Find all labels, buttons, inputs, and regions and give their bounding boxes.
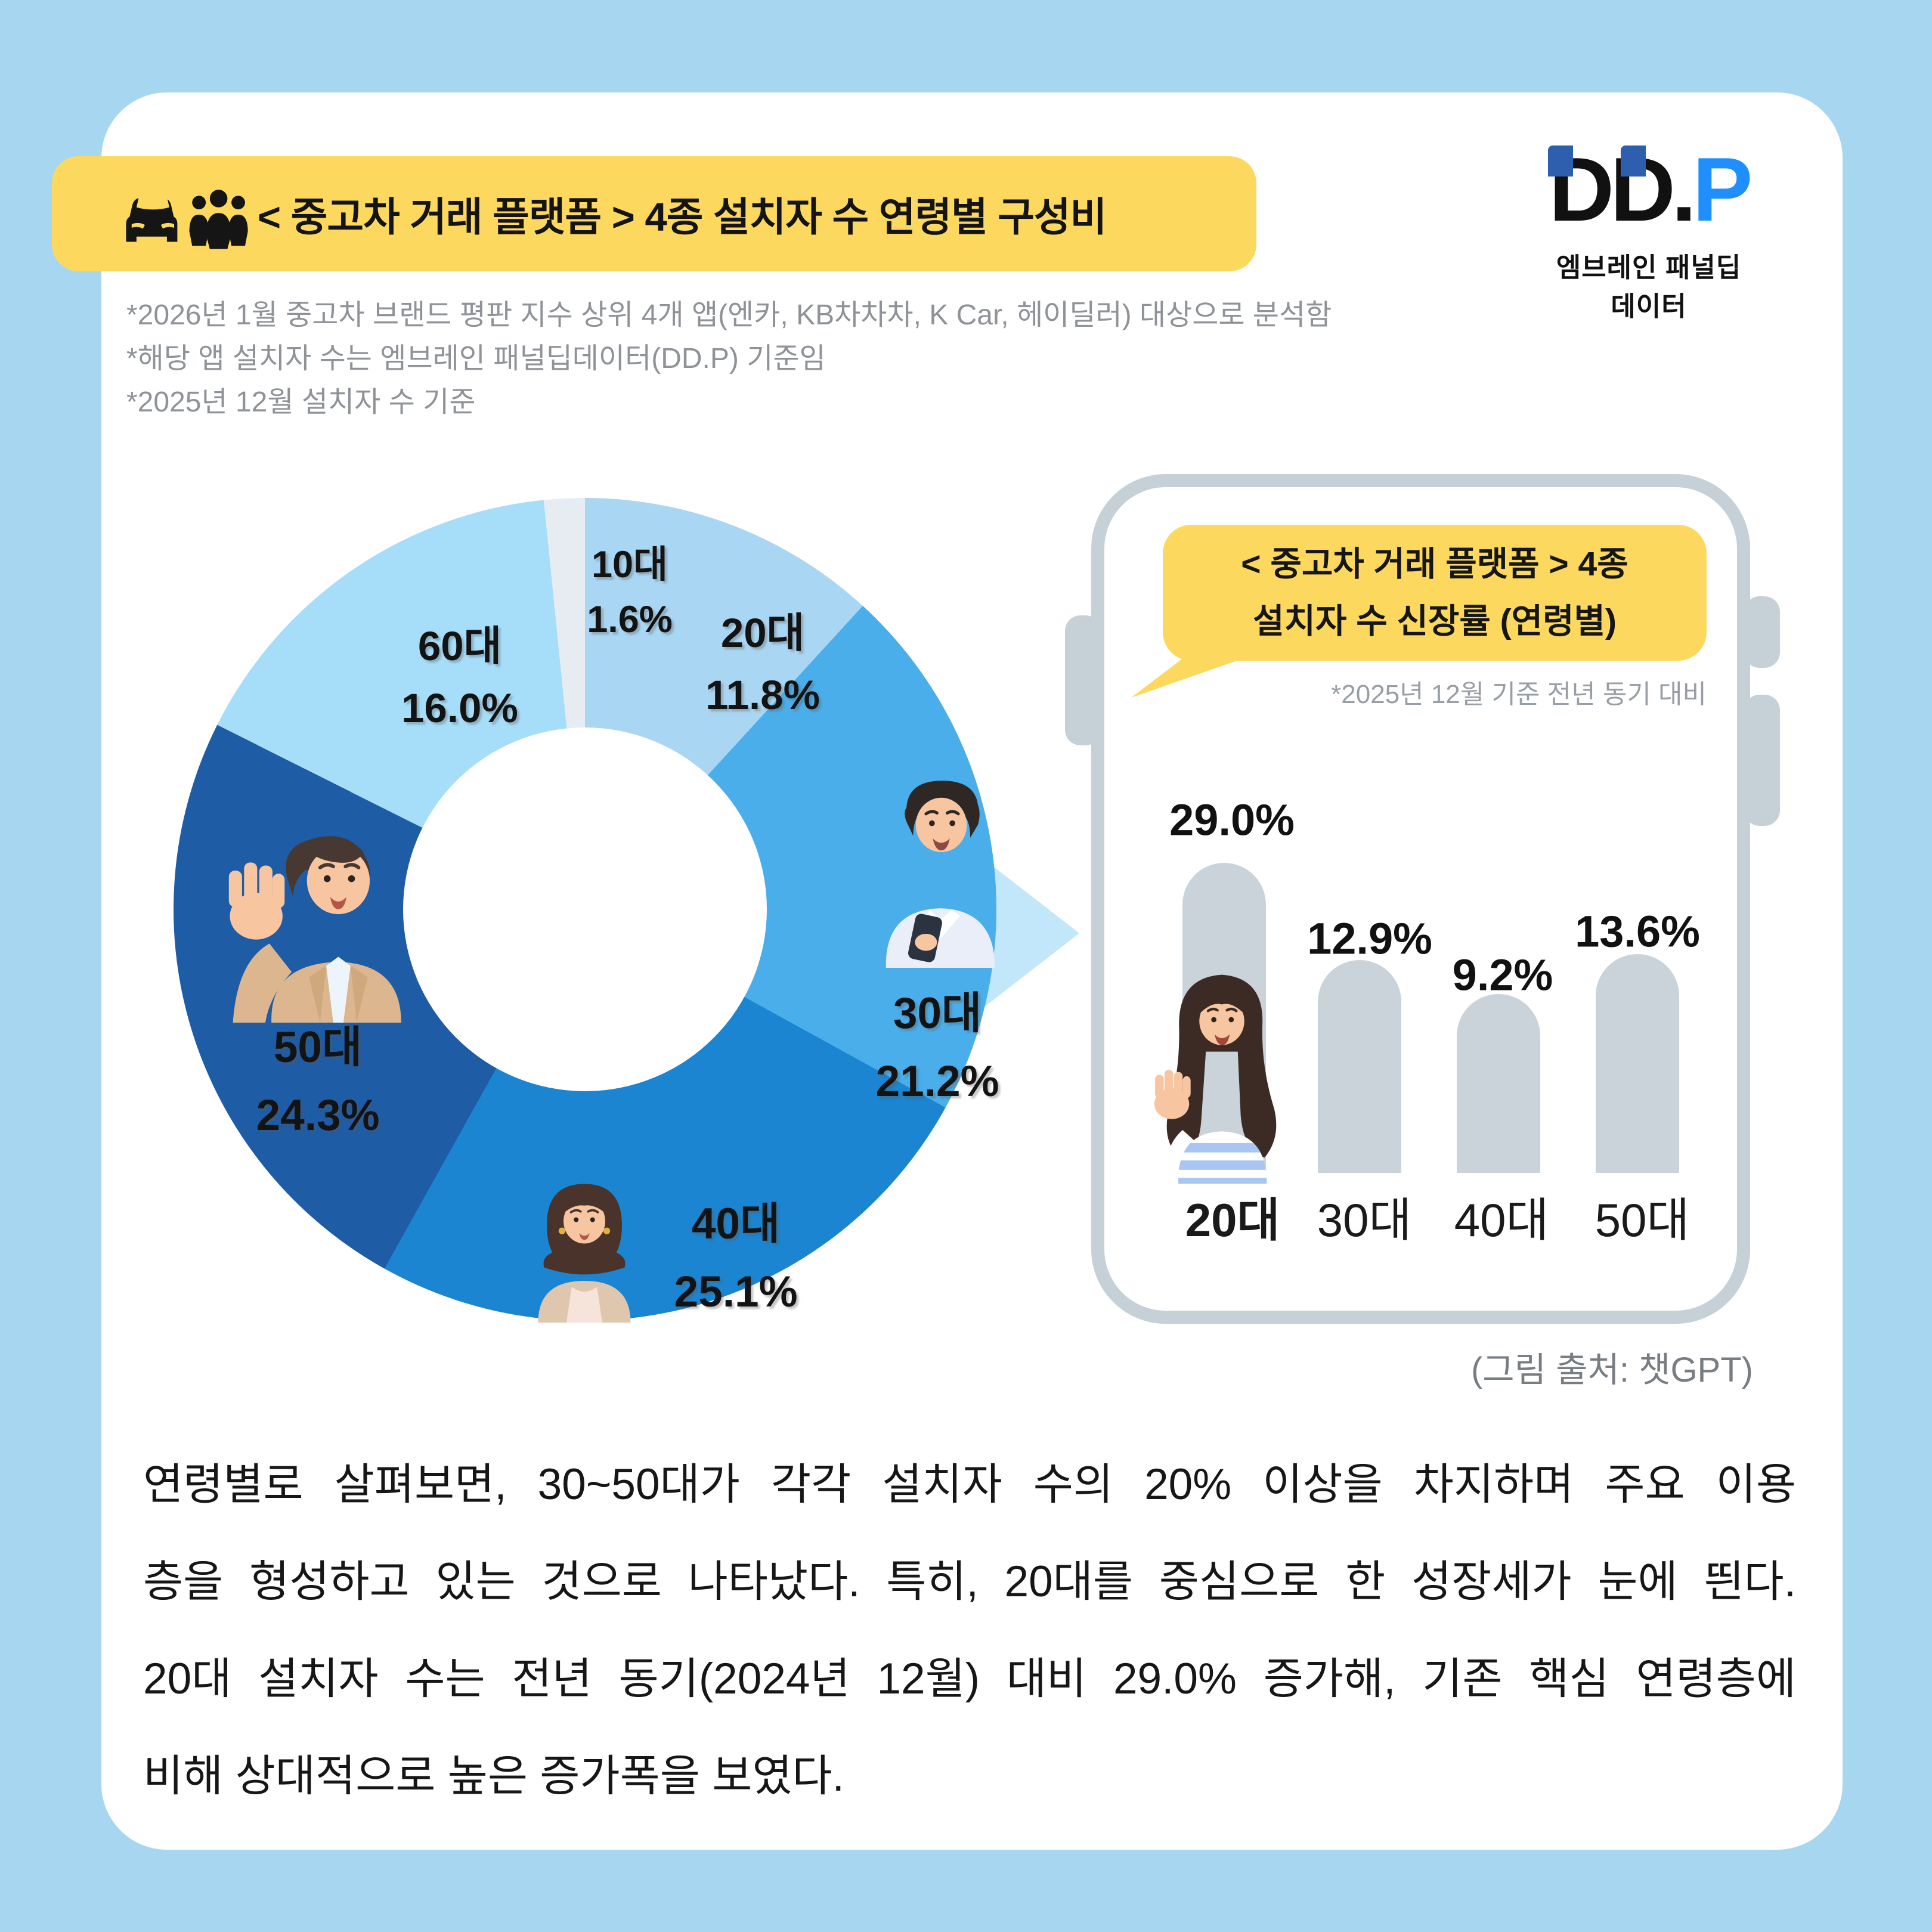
title-banner: < 중고차 거래 플랫폼 > 4종 설치자 수 연령별 구성비 (52, 156, 1256, 271)
illustration-man-30s-phone (886, 781, 995, 968)
footnote-line: *2026년 1월 중고차 브랜드 평판 지수 상위 4개 앱(엔카, KB차차… (126, 299, 1332, 331)
summary-paragraph: 연령별로 살펴보면, 30~50대가 각각 설치자 수의 20% 이상을 차지하… (143, 1436, 1796, 1825)
summary-line: 20대 설치자 수는 전년 동기(2024년 12월) 대비 29.0% 증가해… (143, 1655, 1796, 1703)
donut-label-60s: 60대 16.0% (401, 623, 518, 731)
footnote-line: *해당 앱 설치자 수는 엠브레인 패널딥데이터(DD.P) 기준임 (126, 343, 826, 374)
footnote-line: *2025년 12월 설치자 수 기준 (126, 386, 476, 418)
bar-50s (1596, 954, 1679, 1173)
logo-p: P (1692, 139, 1753, 240)
phone-side-button (1744, 695, 1780, 826)
bar-chart-note: *2025년 12월 기준 전년 동기 대비 (1331, 680, 1707, 709)
bubble-line-2: 설치자 수 신장률 (연령별) (1253, 602, 1617, 640)
donut-label-10s: 10대 1.6% (587, 544, 673, 640)
bar-40s (1457, 994, 1540, 1173)
donut-label-20s: 20대 11.8% (705, 610, 820, 718)
bar-value-30s: 12.9% (1307, 914, 1432, 964)
logo-notch-icon (1621, 145, 1646, 177)
logo-notch-icon (1548, 145, 1573, 177)
bar-label-40s: 40대 (1454, 1194, 1549, 1246)
illustration-man-50s (228, 836, 401, 1023)
donut-label-50s: 50대 24.3% (256, 1023, 380, 1140)
donut-hole (403, 727, 767, 1091)
bar-value-40s: 9.2% (1452, 950, 1553, 1000)
bar-value-50s: 13.6% (1575, 906, 1700, 956)
donut-label-30s: 30대 21.2% (875, 989, 999, 1106)
summary-line: 비해 상대적으로 높은 증가폭을 보였다. (143, 1752, 844, 1800)
logo-tagline: 엠브레인 패널딥데이터 (1556, 252, 1742, 321)
bar-value-20s: 29.0% (1169, 795, 1295, 845)
summary-line: 층을 형성하고 있는 것으로 나타났다. 특히, 20대를 중심으로 한 성장세… (143, 1558, 1796, 1606)
bar-label-50s: 50대 (1594, 1194, 1690, 1246)
car-with-people-icon (126, 190, 248, 249)
ddp-logo-text: DD.P (1544, 142, 1753, 237)
image-source-caption: (그림 출처: 챗GPT) (1470, 1351, 1753, 1389)
phone-side-button (1744, 596, 1780, 668)
illustration-woman-40s (538, 1184, 631, 1323)
ddp-logo: DD.P 엠브레인 패널딥데이터 (1544, 142, 1753, 323)
bar-label-30s: 30대 (1317, 1194, 1412, 1246)
summary-line: 연령별로 살펴보면, 30~50대가 각각 설치자 수의 20% 이상을 차지하… (143, 1460, 1796, 1509)
bar-30s (1318, 960, 1401, 1173)
donut-label-40s: 40대 25.1% (674, 1200, 798, 1316)
speech-bubble-title: < 중고차 거래 플랫폼 > 4종 설치자 수 신장률 (연령별) (1163, 525, 1707, 661)
illustration-woman-20s (1154, 974, 1277, 1184)
bubble-line-1: < 중고차 거래 플랫폼 > 4종 (1241, 545, 1628, 583)
logo-dot: . (1671, 139, 1696, 240)
footnotes: *2026년 1월 중고차 브랜드 평판 지수 상위 4개 앱(엔카, KB차차… (126, 293, 1332, 424)
page-title: < 중고차 거래 플랫폼 > 4종 설치자 수 연령별 구성비 (258, 195, 1107, 240)
bar-label-20s: 20대 (1185, 1194, 1280, 1246)
